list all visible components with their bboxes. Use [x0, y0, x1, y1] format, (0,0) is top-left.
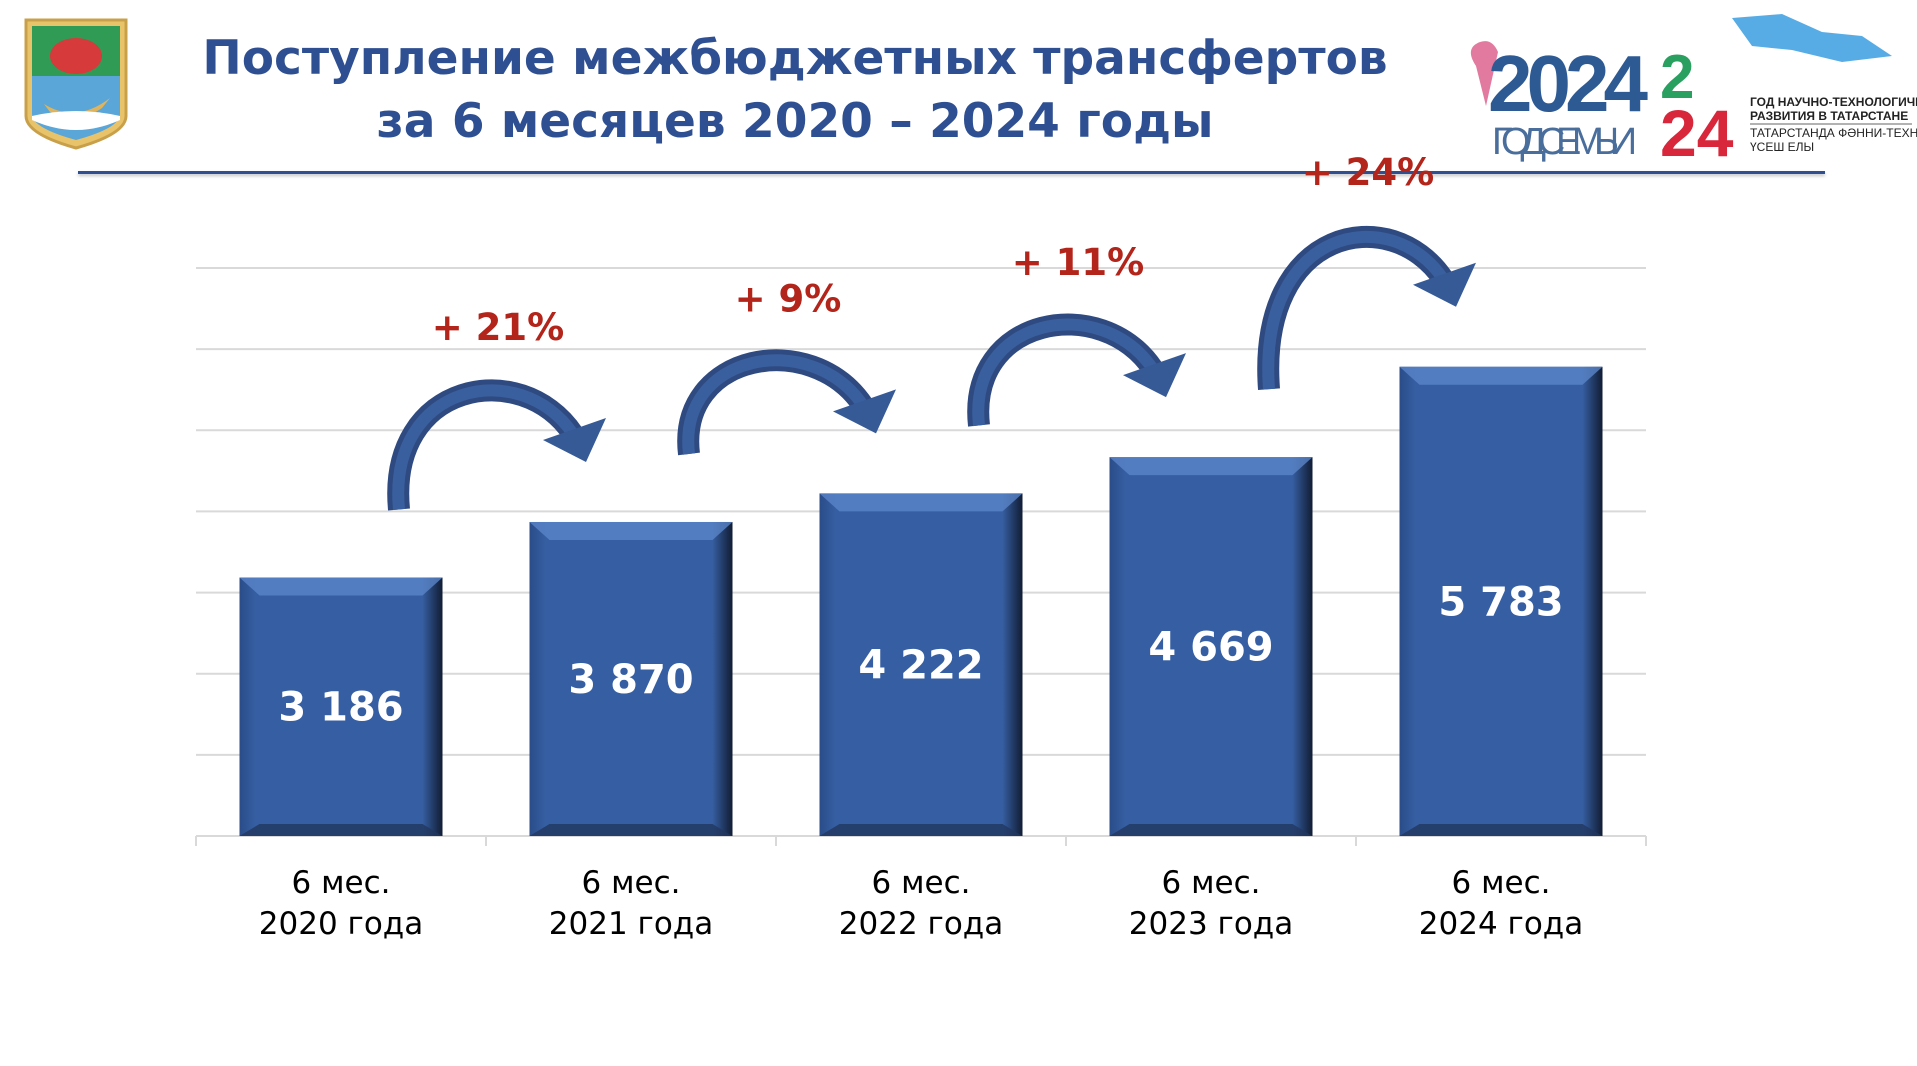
title-line-2: за 6 месяцев 2020 – 2024 годы: [376, 94, 1214, 149]
bar: [1399, 366, 1603, 836]
page-title: Поступление межбюджетных трансфертов за …: [160, 27, 1430, 153]
title-divider: [78, 171, 1825, 174]
bar-bevel-top: [1399, 366, 1603, 385]
value-label: 3 186: [278, 685, 403, 731]
growth-label: + 21%: [432, 306, 564, 349]
svg-text:24: 24: [1660, 96, 1734, 166]
value-label: 5 783: [1438, 579, 1563, 625]
tech-year-line-1: ГОД НАУЧНО-ТЕХНОЛОГИЧЕСКОГО: [1750, 95, 1917, 109]
bar-bevel-top: [529, 521, 733, 540]
arrow-head-icon: [543, 417, 606, 462]
category-label: 6 мес.: [292, 865, 391, 901]
category-label: 2023 года: [1129, 906, 1293, 942]
growth-label: + 24%: [1302, 151, 1434, 194]
bar-bevel-bottom: [1399, 824, 1603, 836]
tech-year-line-3: ТАТАРСТАНДА ФӘННИ-ТЕХНОЛОГИК: [1750, 126, 1917, 140]
category-label: 2020 года: [259, 906, 423, 942]
svg-text:2: 2: [1660, 43, 1694, 112]
category-label: 6 мес.: [1452, 865, 1551, 901]
arrow-head-icon: [1413, 262, 1476, 307]
bar-bevel-bottom: [1109, 824, 1313, 836]
growth-arrow-highlight: [392, 384, 578, 511]
bar-bevel-top: [819, 493, 1023, 512]
year-logos: 2024 ГОД СЕМЬИ 2 24 ГОД НАУЧНО-ТЕХНОЛОГИ…: [1470, 14, 1917, 166]
city-emblem: [24, 18, 128, 150]
category-label: 6 мес.: [582, 865, 681, 901]
growth-arrow-highlight: [972, 318, 1158, 427]
tech-year-line-4: ҮСЕШ ЕЛЫ: [1750, 140, 1814, 154]
title-line-1: Поступление межбюджетных трансфертов: [202, 31, 1388, 86]
family-year-caption: ГОД СЕМЬИ: [1492, 121, 1637, 163]
bar-bevel-top: [239, 577, 443, 596]
bar-bevel-top: [1109, 457, 1313, 476]
bar: [529, 521, 733, 836]
category-label: 6 мес.: [1162, 865, 1261, 901]
tech-year-line-2: РАЗВИТИЯ В ТАТАРСТАНЕ: [1750, 109, 1908, 123]
bar-bevel-bottom: [819, 824, 1023, 836]
category-label: 2021 года: [549, 906, 713, 942]
bar: [819, 493, 1023, 836]
arrow-head-icon: [1123, 353, 1186, 398]
growth-arrow: [1257, 225, 1453, 390]
value-label: 3 870: [568, 657, 693, 703]
value-label: 4 222: [858, 643, 983, 689]
growth-label: + 9%: [735, 277, 842, 320]
bar: [239, 577, 443, 836]
category-label: 2024 года: [1419, 906, 1583, 942]
value-label: 4 669: [1148, 625, 1273, 671]
growth-arrow-highlight: [1262, 230, 1448, 390]
bar-bevel-bottom: [239, 824, 443, 836]
family-year-logo: 2024: [1488, 39, 1648, 128]
category-label: 2022 года: [839, 906, 1003, 942]
bar-bevel-bottom: [529, 824, 733, 836]
bar: [1109, 457, 1313, 836]
arrow-head-icon: [833, 389, 896, 434]
category-label: 6 мес.: [872, 865, 971, 901]
growth-arrow-highlight: [682, 354, 868, 455]
growth-label: + 11%: [1012, 241, 1144, 284]
